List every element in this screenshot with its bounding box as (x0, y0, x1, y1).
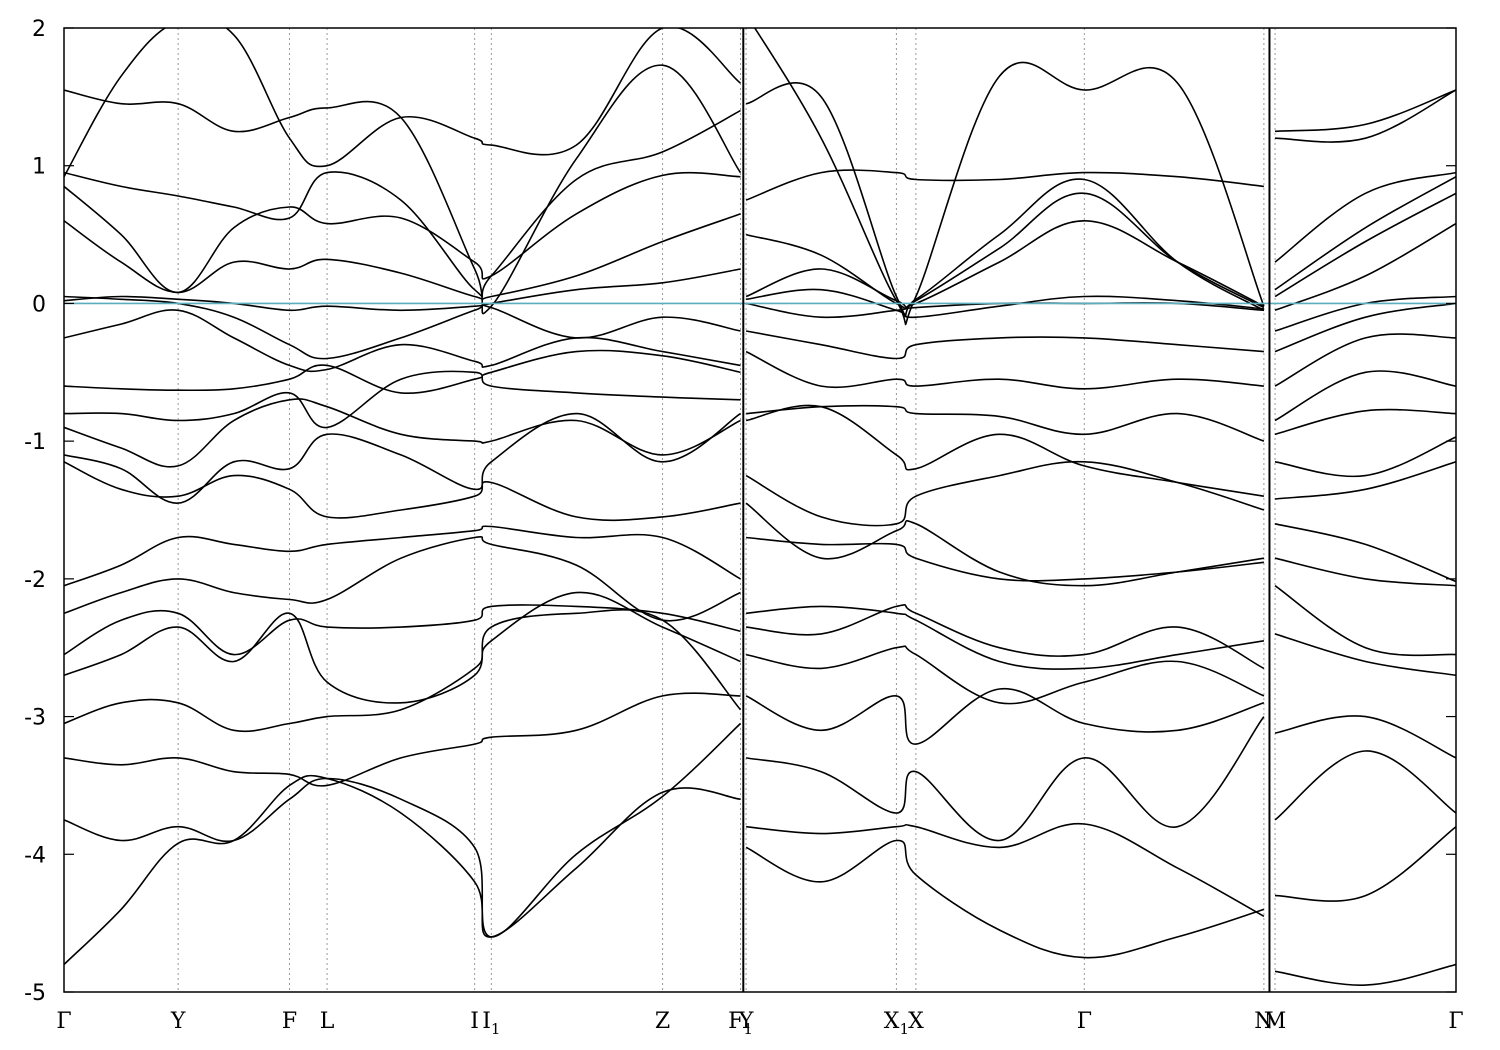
band-seg0-7 (64, 525, 741, 587)
ytick-label-2: -3 (24, 706, 46, 731)
band-seg1-15 (745, 288, 1264, 319)
band-seg2-11 (1274, 370, 1456, 422)
ytick-label-1: -4 (24, 843, 46, 868)
band-seg2-15 (1274, 222, 1456, 312)
band-seg0-10 (64, 398, 741, 468)
ytick-label-0: -5 (24, 981, 46, 1006)
kpoint-label-11: Γ (1077, 1009, 1092, 1034)
kpoint-label-8: Y (738, 1009, 754, 1034)
kpoint-label-0: Γ (56, 1009, 71, 1034)
band-seg1-6 (746, 605, 1265, 670)
band-seg1-19 (745, 82, 1265, 318)
band-seg0-0 (64, 774, 741, 966)
bands (64, 28, 1456, 986)
band-seg1-16 (745, 220, 1265, 309)
band-seg2-10 (1274, 408, 1456, 436)
band-seg1-11 (746, 405, 1265, 442)
kpoint-label-10: X (908, 1009, 924, 1034)
band-seg2-16 (1274, 192, 1456, 298)
band-seg0-17 (64, 171, 741, 294)
band-seg2-7 (1274, 523, 1456, 583)
kpoint-label-5: I1 (482, 1009, 500, 1038)
band-seg2-18 (1274, 171, 1456, 263)
band-seg0-8 (64, 461, 741, 522)
kpoint-label-9: X1 (884, 1009, 909, 1038)
band-seg0-19 (64, 64, 742, 315)
band-seg1-1 (746, 822, 1265, 917)
ytick-label-6: 1 (32, 155, 46, 180)
band-seg1-5 (746, 604, 1265, 670)
band-seg0-3 (64, 591, 741, 732)
kpoint-label-4: I (470, 1009, 479, 1034)
band-seg0-5 (64, 604, 741, 656)
ytick-label-5: 0 (32, 292, 46, 317)
kpoint-gridlines (177, 28, 1276, 992)
band-seg0-13 (64, 309, 741, 373)
band-seg0-15 (64, 268, 741, 312)
band-seg1-10 (745, 404, 1265, 497)
x-axis-kpoint-labels: Γ Y F L I I1 Z F1Y X1 X Γ NM Γ (56, 1009, 1463, 1038)
band-seg1-12 (745, 350, 1264, 390)
band-seg2-9 (1274, 436, 1456, 478)
kpoint-label-3: L (320, 1009, 335, 1034)
band-seg2-5 (1274, 585, 1456, 657)
kpoint-label-14: Γ (1448, 1009, 1463, 1034)
band-seg2-8 (1274, 461, 1456, 500)
band-seg0-12 (64, 349, 741, 395)
band-seg0-1 (64, 722, 742, 938)
segment-break-lines (742, 28, 1271, 992)
band-seg1-8 (745, 502, 1265, 587)
band-seg0-2 (64, 692, 741, 787)
band-seg0-18 (64, 109, 741, 298)
band-seg1-3 (745, 688, 1265, 745)
kpoint-label-1: Y (170, 1009, 186, 1034)
band-seg0-11 (64, 370, 741, 429)
kpoint-label-12: N (1254, 1009, 1273, 1034)
band-seg1-20 (753, 28, 1265, 326)
ytick-label-4: -1 (24, 430, 46, 455)
kpoint-label-6: Z (655, 1009, 670, 1034)
band-seg1-2 (745, 716, 1265, 842)
band-seg2-3 (1274, 715, 1456, 759)
band-seg2-20 (1274, 89, 1456, 143)
band-seg0-4 (64, 608, 742, 711)
band-seg1-4 (745, 645, 1265, 705)
plot-frame (63, 27, 1457, 993)
band-seg2-13 (1274, 302, 1456, 353)
kpoint-label-2: F (282, 1009, 297, 1034)
kpoint-label-7: F1 (728, 1009, 753, 1038)
band-seg2-1 (1274, 826, 1456, 902)
kpoint-label-13: M (1264, 1009, 1287, 1034)
band-seg2-12 (1274, 333, 1456, 387)
band-seg2-6 (1274, 557, 1456, 587)
band-seg2-17 (1274, 176, 1456, 291)
band-seg0-20 (64, 28, 741, 178)
band-seg2-2 (1274, 750, 1456, 821)
ytick-label-3: -2 (24, 568, 46, 593)
band-seg1-13 (745, 330, 1264, 360)
band-seg1-18 (745, 169, 1264, 201)
ytick-label-7: 2 (32, 17, 46, 42)
band-seg0-6 (64, 536, 741, 622)
y-axis-ticks: -5 -4 -3 -2 -1 0 1 2 (24, 17, 1456, 1006)
band-seg2-19 (1274, 89, 1456, 133)
band-seg1-0 (745, 839, 1265, 959)
band-seg0-9 (64, 412, 741, 504)
band-seg2-0 (1274, 963, 1456, 986)
band-seg2-4 (1274, 633, 1456, 677)
